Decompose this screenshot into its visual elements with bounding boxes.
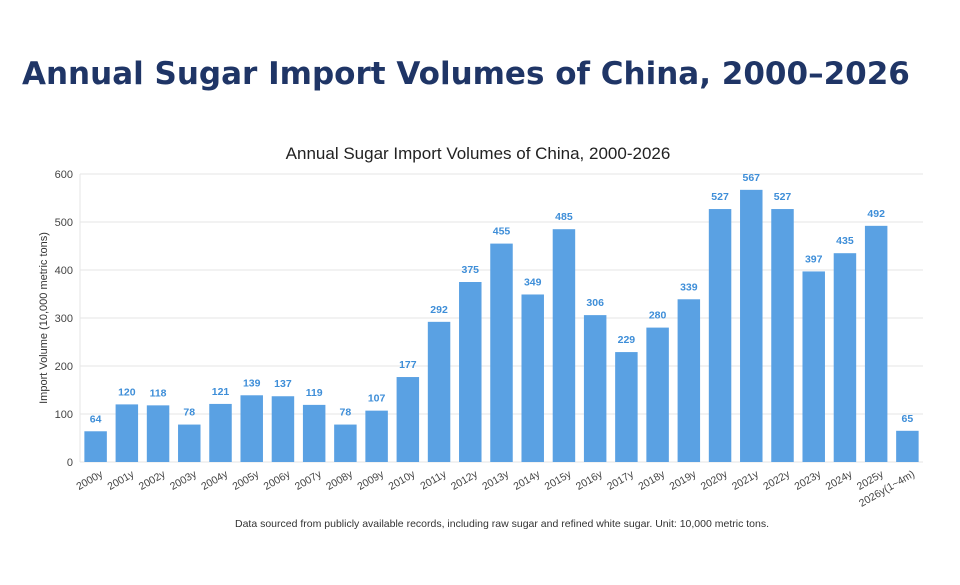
bar (490, 243, 513, 462)
x-tick-label: 2010y (387, 468, 418, 493)
data-label: 120 (118, 386, 136, 398)
x-tick-label: 2007y (293, 468, 324, 493)
data-label: 107 (368, 393, 386, 405)
bar (833, 253, 857, 462)
y-tick-label: 500 (55, 217, 73, 229)
bar (271, 396, 295, 462)
x-tick-label: 2009y (355, 468, 386, 493)
data-label: 292 (430, 304, 448, 316)
data-label: 485 (555, 211, 573, 223)
data-label: 280 (649, 310, 667, 322)
bar (708, 209, 732, 462)
bar (365, 410, 388, 462)
x-tick-label: 2021y (730, 468, 761, 493)
x-tick-label: 2024y (824, 468, 855, 493)
x-tick-label: 2015y (543, 468, 574, 493)
bar (740, 189, 763, 462)
x-tick-label: 2008y (324, 468, 355, 493)
x-tick-label: 2016y (574, 468, 605, 493)
data-label: 78 (340, 407, 352, 419)
x-tick-label: 2020y (699, 468, 730, 493)
bar (552, 229, 576, 462)
data-label: 177 (399, 359, 417, 371)
data-label: 435 (836, 235, 854, 247)
y-tick-label: 600 (55, 169, 73, 181)
x-tick-label: 2001y (106, 468, 137, 493)
y-axis-label: Import Volume (10,000 metric tons) (38, 232, 50, 404)
data-label: 121 (212, 386, 230, 398)
x-tick-label: 2006y (262, 468, 293, 493)
bar (521, 294, 544, 462)
bars (84, 189, 919, 462)
y-axis-ticks: 0 100 200 300 400 500 600 (55, 169, 73, 469)
data-label: 137 (274, 378, 292, 390)
x-tick-label: 2023y (792, 468, 823, 493)
bar (615, 352, 638, 462)
data-label: 455 (493, 226, 511, 238)
x-tick-label: 2019y (668, 468, 699, 493)
chart-title: Annual Sugar Import Volumes of China, 20… (286, 144, 671, 163)
bar (115, 404, 139, 462)
data-label: 397 (805, 253, 823, 265)
x-tick-label: 2005y (230, 468, 261, 493)
y-tick-label: 0 (67, 457, 73, 469)
x-tick-label: 2000y (74, 468, 105, 493)
data-label: 229 (618, 334, 636, 346)
bar (302, 404, 326, 462)
y-tick-label: 100 (55, 409, 73, 421)
x-tick-label: 2014y (511, 468, 542, 493)
bar (209, 403, 232, 462)
x-axis-ticks: 2000y 2001y 2002y 2003y 2004y 2005y 2006y 2007y… (74, 468, 917, 510)
x-tick-label: 2004y (199, 468, 230, 493)
data-label: 492 (867, 208, 885, 220)
bar (334, 424, 357, 462)
bar (178, 424, 201, 462)
page-title: Annual Sugar Import Volumes of China, 20… (22, 56, 910, 92)
data-label: 567 (743, 172, 761, 184)
data-labels: 64 120 118 78 121 139 137 119 78 107 177 292 375 455 3… (90, 172, 914, 425)
bar (84, 431, 107, 462)
x-tick-label: 2013y (480, 468, 511, 493)
bar (864, 225, 888, 462)
bar (677, 299, 701, 462)
data-label: 527 (711, 191, 729, 203)
bar (396, 377, 420, 462)
bar (240, 395, 263, 462)
x-tick-label: 2003y (168, 468, 199, 493)
x-tick-label: 2022y (761, 468, 792, 493)
bar (896, 430, 919, 462)
bar (427, 321, 451, 462)
x-tick-label: 2012y (449, 468, 480, 493)
x-tick-label: 2011y (418, 468, 449, 493)
data-label: 339 (680, 281, 698, 293)
data-label: 78 (183, 407, 195, 419)
data-label: 65 (902, 413, 914, 425)
y-tick-label: 400 (55, 265, 73, 277)
chart-footnote: Data sourced from publicly available rec… (235, 518, 769, 530)
y-tick-label: 300 (55, 313, 73, 325)
x-tick-label: 2018y (636, 468, 667, 493)
data-label: 139 (243, 377, 261, 389)
bar (646, 327, 669, 462)
data-label: 306 (586, 297, 604, 309)
bar (771, 209, 794, 462)
data-label: 119 (306, 387, 323, 399)
data-label: 527 (774, 191, 792, 203)
data-label: 118 (150, 387, 167, 399)
bar (146, 405, 170, 462)
data-label: 375 (462, 264, 480, 276)
y-tick-label: 200 (55, 361, 73, 373)
data-label: 349 (524, 276, 542, 288)
x-tick-label: 2002y (137, 468, 168, 493)
bar (802, 271, 825, 462)
bar (583, 315, 607, 462)
data-label: 64 (90, 413, 102, 425)
x-tick-label: 2017y (605, 468, 636, 493)
bar (459, 282, 482, 462)
